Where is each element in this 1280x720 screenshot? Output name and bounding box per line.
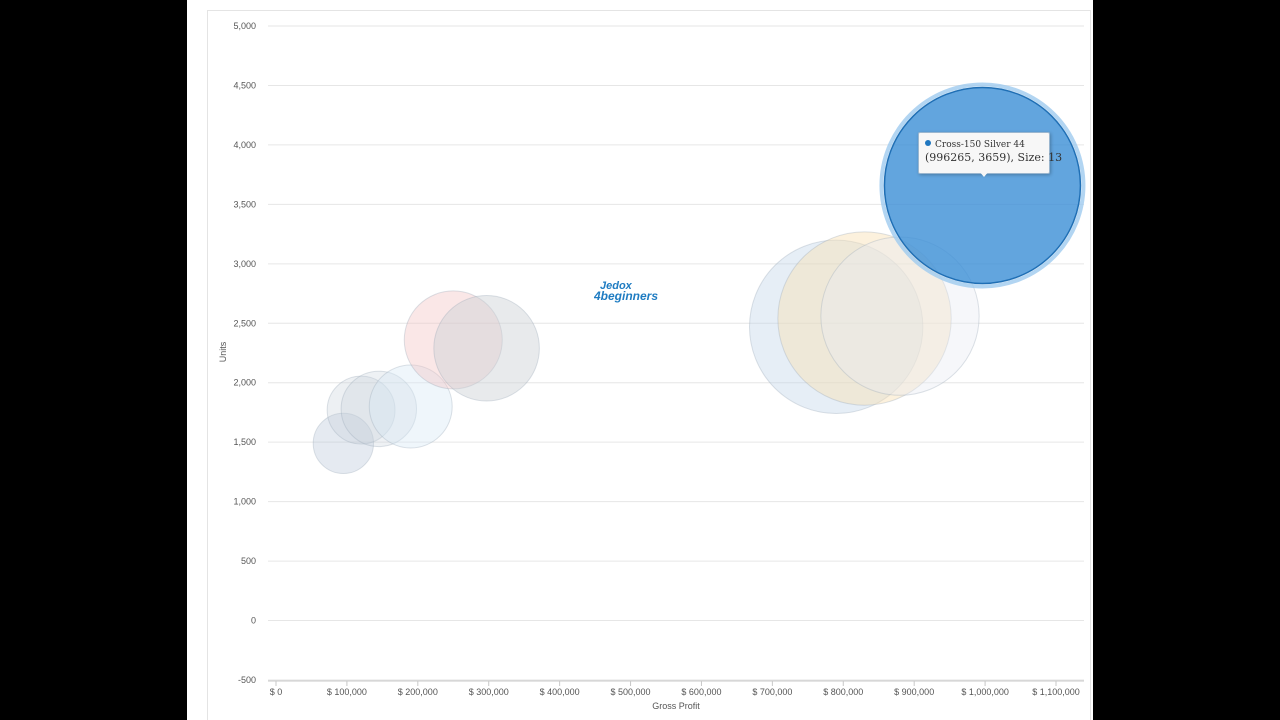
bubble-point[interactable] xyxy=(403,290,503,390)
y-tick-label: 2,000 xyxy=(233,378,256,388)
bubble-point-highlighted[interactable] xyxy=(883,86,1082,285)
bubble-point[interactable] xyxy=(326,375,396,445)
svg-text:4beginners: 4beginners xyxy=(594,289,658,303)
y-tick-label: 4,000 xyxy=(233,140,256,150)
tooltip-values: (996265, 3659), Size: 13 xyxy=(925,151,1063,164)
y-tick-label: 1,000 xyxy=(233,497,256,507)
bubble-point[interactable] xyxy=(312,412,375,475)
x-tick-label: $ 600,000 xyxy=(681,687,721,697)
bubble-point[interactable] xyxy=(777,231,952,406)
x-tick-label: $ 0 xyxy=(270,687,283,697)
x-tick-label: $ 300,000 xyxy=(469,687,509,697)
x-tick-label: $ 1,100,000 xyxy=(1032,687,1080,697)
bubble-point[interactable] xyxy=(368,364,453,449)
bubble-point[interactable] xyxy=(748,239,924,415)
y-tick-label: 5,000 xyxy=(233,21,256,31)
tooltip-arrow-icon xyxy=(979,171,989,177)
axes: -500 0 500 1,000 1,500 2,000 2,500 3,000 3,500 4,… xyxy=(233,21,1084,697)
y-tick-label: 3,000 xyxy=(233,259,256,269)
y-tick-label: 500 xyxy=(241,556,256,566)
x-tick-label: $ 1,000,000 xyxy=(961,687,1009,697)
bubble-point[interactable] xyxy=(340,370,418,448)
tooltip-series: Cross-150 Silver 44 xyxy=(935,140,1025,150)
svg-text:Jedox: Jedox xyxy=(600,280,633,292)
bubble-tooltip: Cross-150 Silver 44 (996265, 3659), Size… xyxy=(918,132,1062,177)
x-tick-label: $ 500,000 xyxy=(611,687,651,697)
x-tick-label: $ 100,000 xyxy=(327,687,367,697)
chart-frame xyxy=(207,10,1091,720)
y-tick-label: 4,500 xyxy=(233,80,256,90)
y-tick-label: 3,500 xyxy=(233,199,256,209)
bubble-halo xyxy=(879,82,1086,289)
bubbles xyxy=(312,82,1086,475)
y-tick-label: 0 xyxy=(251,616,256,626)
series-dot-icon xyxy=(925,140,931,146)
jedox-logo: Jedox 4beginners xyxy=(593,279,668,303)
bubble-point[interactable] xyxy=(433,294,540,402)
x-tick-label: $ 900,000 xyxy=(894,687,934,697)
x-tick-label: $ 400,000 xyxy=(540,687,580,697)
y-tick-label: 1,500 xyxy=(233,437,256,447)
x-axis-title: Gross Profit xyxy=(652,701,700,711)
x-tick-label: $ 700,000 xyxy=(752,687,792,697)
y-axis-title: Units xyxy=(218,341,228,362)
x-tick-label: $ 800,000 xyxy=(823,687,863,697)
x-tick-label: $ 200,000 xyxy=(398,687,438,697)
y-tick-label: 2,500 xyxy=(233,318,256,328)
y-tick-label: -500 xyxy=(238,675,256,685)
